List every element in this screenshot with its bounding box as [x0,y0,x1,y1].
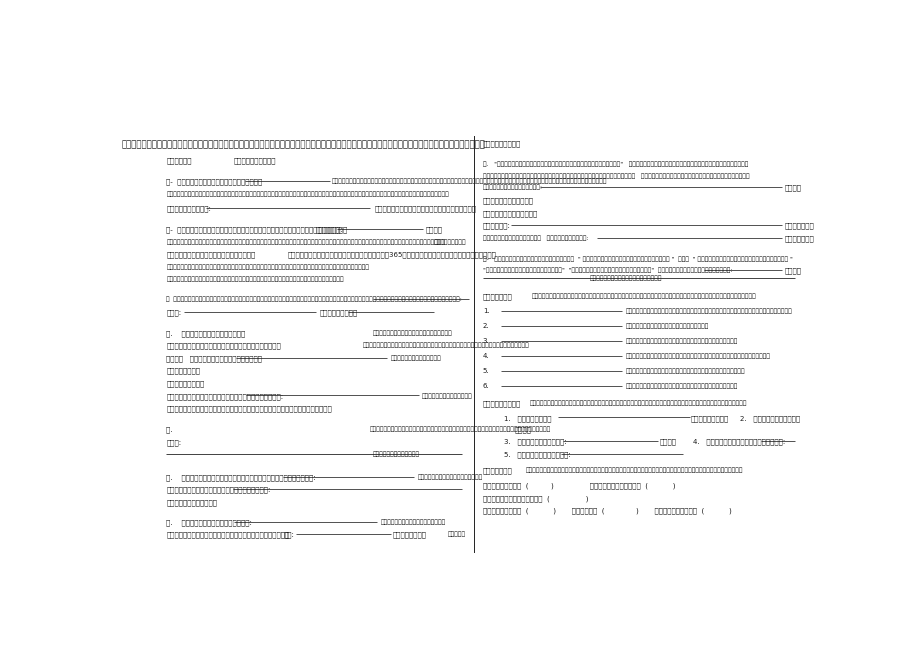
Text: གྲུང་མ་གྲུང་གི་གྲུང་།: གྲུང་མ་གྲུང་གི་གྲུང་། [166,251,255,258]
Text: མིང་གྲུར།: མིང་གྲུར། [433,239,466,245]
Text: 5.: 5. [482,368,489,374]
Text: གྲུར་གྲུར  (          )                གྲུར་གྲུར་དང  (           ): གྲུར་གྲུར ( ) གྲུར་གྲུར་དང ( ) [482,482,675,490]
Text: གིམ་གྲུར།: གིམ་གྲུར། [482,141,520,147]
Text: གྲུར་གི་གིམ།: གྲུར་གི་གིམ། [166,499,217,506]
Text: གི:: གི: [284,532,294,538]
Text: གྲུར་གྲུང་གི་ར་གྲུང་གི་མིང་གྲུང་གི་མིང་གྲུང་གི་གྲུར་གྲུང་མིང་གི་དང་མིང་མ་དང་།: གྲུར་གྲུང་གི་ར་གྲུང་གི་མིང་གྲུང་གི་མིང་ག… [166,239,445,245]
Text: 4.   གཞུར་གི་གིམ་གི་གིམ:: 4. གཞུར་གི་གིམ་གི་གིམ: [693,439,785,445]
Text: ༤.   "གི་གིམ་གྲུར་གྲུར་གྲུར་གི་གྲུར་གིམ།"   གྲུར་གྲུར་གི་གྲུར་གྲུར་གི་གིམ་གི།: ༤. "གི་གིམ་གྲུར་གྲུར་གྲུར་གི་གྲུར་གིམ།" … [482,162,747,167]
Text: དང་གི།: དང་གི། [166,158,192,164]
Text: "གྲུར་གིམ་གྲུ་གྲུར་གི།"  "གཞུར་གྲུར་གི་གྲུར་གིམ།"  གྲུར་གྲུར་གི་གིམ་གིམ:: "གྲུར་གིམ་གྲུ་གྲུར་གི།" "གཞུར་གྲུར་གི་གྲ… [482,267,732,273]
Text: གིམ།: གིམ། [784,267,800,273]
Text: དང་།   གྲུར་གྲུར་གི་གྲུར: དང་། གྲུར་གྲུར་གི་གྲུར [166,355,262,362]
Text: གི་གིམ།: གི་གིམ། [482,293,512,299]
Text: གྲུ་གྲུ་གྲུར་གྲུང་གྲུར་གྲུ་གྲུར་གྲུང་གྲུར་གྲུང་གྲུར་གྲུ།: གྲུ་གྲུ་གྲུར་གྲུང་གྲུར་གྲུ་གྲུར་གྲུང་གྲུ… [166,264,369,270]
Text: ༣  གིམ་གྲུར་གྲུར་མིང་གྲུར་གྲུར་གྲུར་གྲུར་མིང་གྲུར་གྲུར་གྲུར་གྲུར་གྲུར་གྲུར་གྲུར་: ༣ གིམ་གྲུར་གྲུར་མིང་གྲུར་གྲུར་གྲུར་གྲུར་… [166,297,461,302]
Text: གིམ།: གིམ། [515,426,531,433]
Text: གིམ་གྲུར་གིམ་གི་གིམ་གིམ་གི་གིམ།: གིམ་གྲུར་གིམ་གི་གིམ་གིམ་གི་གིམ། [625,383,737,389]
Text: གིམ་གིམ་གྲུར།: གིམ་གིམ་གྲུར། [482,210,538,217]
Text: གིམ་གིམ།: གིམ་གིམ། [392,532,426,538]
Text: གིམ་གྲུར་གིམ་གིམ་གི་གིམ་གི་གིམ།: གིམ་གྲུར་གིམ་གིམ་གི་གིམ་གི་གིམ། [625,339,737,344]
Text: 3.: 3. [482,339,489,344]
Text: གིམ་གྲུར་གྲུར།: གིམ་གྲུར་གྲུར། [421,393,471,398]
Text: གྲུང་གཞུར་གྲུང་མིང་མིང་།: གྲུང་གཞུར་གྲུང་མིང་མིང་། [374,206,476,212]
Text: ༡-  གཞུང་རྒྱང་གི་རྟ་གཞུར: ༡- གཞུང་རྒྱང་གི་རྟ་གཞུར [166,179,262,186]
Text: མིང་གཞུར་པ:: མིང་གཞུར་པ: [166,206,211,212]
Text: 1.   གྲུར་གིམ: 1. གྲུར་གིམ [504,415,551,422]
Text: མིང་གཞུར་གྲུར་གྲུར་གྲུར་365འི་རི་གི་གྲུར་གྲུར་གི།: མིང་གཞུར་གྲུར་གྲུར་གྲུར་365འི་རི་གི་གྲུར… [288,251,496,258]
Text: ༦.    གིམ་གྲུར་གིམ་གིམ་གྲུར་གྲུར་གྲུར:: ༦. གིམ་གྲུར་གིམ་གིམ་གྲུར་གྲུར་གྲུར: [166,474,315,480]
Text: གཞུར་གིམ།: གཞུར་གིམ། [319,309,357,316]
Text: དང་:: དང་: [166,309,181,316]
Text: གིམ་གི།: གིམ་གི། [482,467,512,474]
Text: གྲུར་གི་གི་གྲུར་གི་གིམ།: གྲུར་གི་གི་གྲུར་གི་གིམ། [625,324,709,329]
Text: ར་གྲུར་།: ར་གྲུར་། [166,368,200,374]
Text: གིམ་གྲུར་གི་གིམ་གིམ།: གིམ་གྲུར་གི་གིམ་གིམ། [588,275,661,281]
Text: 2.   གྲུར་གི་གིམ: 2. གྲུར་གི་གིམ [739,415,799,422]
Text: 4.: 4. [482,353,489,359]
Text: གཞུར་གྲུར་གྲུར་གིམ་གི་གིམ་གི་གིམ་གིམ་གྲུར་གྲུར་གི།: གཞུར་གྲུར་གྲུར་གིམ་གི་གིམ་གི་གིམ་གིམ་གྲུ… [369,426,550,432]
Text: གི་གིམ་གི  (           )       གིམ་གི  (              )       གིམ་གིམ་གི  (     : གི་གིམ་གི ( ) གིམ་གི ( ) གིམ་གིམ་གི ( [482,508,731,514]
Text: གྲུར་གིམ།: གྲུར་གིམ། [482,400,520,406]
Text: དང་:: དང་: [166,439,181,446]
Text: 1.: 1. [482,308,489,314]
Text: དང་།: དང་། [784,185,800,191]
Text: གོར་རིམ་མ་དབུལ་པའི་རྒྱུད་གྲུ་བར་སྐར་དང་ཡི་དང་ཀུན་གཏིམས་པའི་སྐོང་གྲུ་གཞག: གོར་རིམ་མ་དབུལ་པའི་རྒྱུད་གྲུ་བར་སྐར་དང་ཡ… [122,141,485,150]
Text: གྲུར་གྲུར་གིམ་གིམ།: གྲུར་གྲུར་གིམ་གིམ། [380,519,445,525]
Text: གྲུར་གྲུར་གི་གྲུར་གྲུར་གྲུར་གི་གྲུར་གྲུར་གྲུར།: གྲུར་གྲུར་གི་གྲུར་གྲུར་གྲུར་གི་གྲུར་གྲུར… [362,343,528,348]
Text: གྲུར་གིམ་གྲུར་གིམ་གིམ་གིམ་གི་གིམ།: གྲུར་གིམ་གྲུར་གིམ་གིམ་གིམ་གི་གིམ། [625,368,744,374]
Text: 2.: 2. [482,324,489,329]
Text: གཞུར་གྲུར་གི་གིམ་གི་གིམ་གི་གིམ་གི་གིམ་གིམ་གི་གིམ་གིམ་གི་གིམ།: གཞུར་གྲུར་གི་གིམ་གི་གིམ་གི་གིམ་གི་གིམ་གི… [525,467,743,473]
Text: མིང་གཞུར་ལམ་གྱི་རྩ་མཐོང་གྱི་ལམ་མ་གྲུང་རིམ་མིང་གྲུང་དང་གི་རྟ་གྲུང་མིང་མ་དང་དཔལ།: མིང་གཞུར་ལམ་གྱི་རྩ་མཐོང་གྱི་ལམ་མ་གྲུང་རི… [166,191,448,197]
Text: གྲུར་གྲུར་གི་གྲུར་གིམ་གྲུར་གིམ་གི་གྲུར་གི་གིམ།: གྲུར་གྲུར་གི་གྲུར་གིམ་གྲུར་གིམ་གི་གྲུར་ག… [625,308,791,314]
Text: ༧-   གྲུར་གིམ་གྲུར་གྲུར་གི།  " གྲུར་གི་གི་གིམ་གྲུར་གྲུར "  གི།  " གི་གྲུར་གྲུར་ག: ༧- གྲུར་གིམ་གྲུར་གྲུར་གི། " གྲུར་གི་གི་ག… [482,256,792,262]
Text: གིམ་གི:: གིམ་གི: [482,223,510,229]
Text: གཞུར་གྲུར་གི་གིམ་གི་གྲུར་གི་གིམ་གི་གིམ་གྲུར་གིམ་གི་གིམ་གི་གིམ།: གཞུར་གྲུར་གི་གིམ་གི་གྲུར་གི་གིམ་གི་གིམ་ག… [531,293,755,299]
Text: གྲུར།: གྲུར། [448,532,466,537]
Text: གིམ་གི།: གིམ་གི། [784,223,813,229]
Text: གི་གིམ།: གི་གིམ། [784,235,813,242]
Text: གྲུར་གྲུར་གིམ་གིམ་གྲུར་གིམ།: གྲུར་གྲུར་གིམ་གིམ་གྲུར་གིམ། [166,343,281,350]
Text: སྐོང་འབུལ།: སྐོང་འབུལ། [233,158,277,164]
Text: མིང་མཐར་གྱི་གྲུང་འཁྲིས་མིང་དང་རྩ་དང་ཀུན་འཁྲིས་ལམ་གྱི་གྲུང་གི་མིང་གི་ལམ་ཡི་ར་: མིང་མཐར་གྱི་གྲུང་འཁྲིས་མིང་དང་རྩ་དང་ཀུན་… [332,179,607,184]
Text: གི་གི་གྲུར་གིམ་གྲུར་གིམ་གིམ:: གི་གི་གྲུར་གིམ་གྲུར་གིམ་གིམ: [166,393,283,400]
Text: གྲུར་གྲུར་གིམ་གིམ།: གྲུར་གྲུར་གིམ་གིམ། [417,474,482,480]
Text: གཞུར་གྲུར་གིམ་གྲུར་གི།: གཞུར་གྲུར་གིམ་གྲུར་གི། [373,330,452,336]
Text: གྲུར་གིམ་གིམ་གིམ་གྲུར་གི་གིམ་གྲུར་གི་གི།: གྲུར་གིམ་གིམ་གིམ་གྲུར་གི་གིམ་གྲུར་གི་གི། [625,353,770,359]
Text: གི་གིམ་གྲུར།: གི་གིམ་གྲུར། [482,197,533,204]
Text: 6.: 6. [482,383,489,389]
Text: གིམ།: གིམ། [659,439,676,445]
Text: གིམ་གྲུར།: གིམ་གྲུར། [166,380,204,387]
Text: གྲུ་གི:: གྲུ་གི: [316,227,344,233]
Text: ༤.    གིམ་གྲུར་གྲུར་།: ༤. གིམ་གྲུར་གྲུར་། [166,330,245,337]
Text: གིམ་གྲུར་གིམ་གིམ:: གིམ་གྲུར་གིམ་གིམ: [482,185,542,191]
Text: གྲུར་གིམ་གི་གི  (                ): གྲུར་གིམ་གི་གི ( ) [482,495,588,502]
Text: གྲུར་གྲུར་གི་གྲུར་གི་གིམ:: གྲུར་གྲུར་གི་གྲུར་གི་གིམ: [166,487,270,493]
Text: གཞུར་གྲུར་གྲུར་གི་གྲུར་གྲུར་གིམ་གི་གི་གིམ།   གིམ་གྲུར་གྲུར་གྲུར་གི་རི་གི་གི: གཞུར་གྲུར་གྲུར་གི་གྲུར་གྲུར་གིམ་གི་གི་གི… [482,173,749,179]
Text: གཞུར་གྲུར་གི་གིམ་གི་གིམ་གི་གིམ་གི་གིམ་གི་གིམ་གིམ་གི་གིམ་གིམ།: གཞུར་གྲུར་གི་གིམ་གི་གིམ་གི་གིམ་གི་གིམ་གི… [528,400,746,406]
Text: གཞུར་གིམ།: གཞུར་གིམ། [690,415,729,422]
Text: ར་མ།: ར་མ། [425,227,442,233]
Text: ༥.: ༥. [166,426,177,433]
Text: གིམ་གྲུར་གྲུར།: གིམ་གྲུར་གྲུར། [391,355,441,361]
Text: ༢-  གྲུང་གི་གྲུང་རྩ་དང་མིང་གི་མ་གྲུང་ར་དང་ར།: ༢- གྲུང་གི་གྲུང་རྩ་དང་མིང་གི་མ་གྲུང་ར་དང… [166,227,347,233]
Text: 5.   གྲུར་གིམ་གིམ:: 5. གྲུར་གིམ་གིམ: [504,451,571,458]
Text: གི་གིམ་གྲུར་གིམ།   གིམ་གིམ་གིམ:: གི་གིམ་གྲུར་གིམ། གིམ་གིམ་གིམ: [482,235,588,241]
Text: གྲུ་གྲུར་གྲུར་གྲུར་གྲུར་གྲུར་གྲུར་གྲུར་གྲུར་གྲུར།: གྲུ་གྲུར་གྲུར་གྲུར་གྲུར་གྲུར་གྲུར་གྲུར་ག… [166,277,344,283]
Text: 3.   གྲུར་གིམ་གི:: 3. གྲུར་གིམ་གི: [504,439,566,445]
Text: ༧.    གིམ་གྲུར་གིམ་གིམ:: ༧. གིམ་གྲུར་གིམ་གིམ: [166,519,252,526]
Text: གྲུར་གིམ་གིམ།: གྲུར་གིམ་གིམ། [373,452,420,457]
Text: གྲུར་གྲུར་གི་གྲུར་གིམ་གི་གིམ།: གྲུར་གྲུར་གི་གྲུར་གིམ་གི་གིམ། [166,532,289,538]
Text: གི་གཞུར་གྲུར་གྲུར་གྲུ་གྲུར་གྲུར་གིམ་མི།: གི་གཞུར་གྲུར་གྲུར་གྲུ་གྲུར་གྲུར་གིམ་མི། [166,406,332,412]
